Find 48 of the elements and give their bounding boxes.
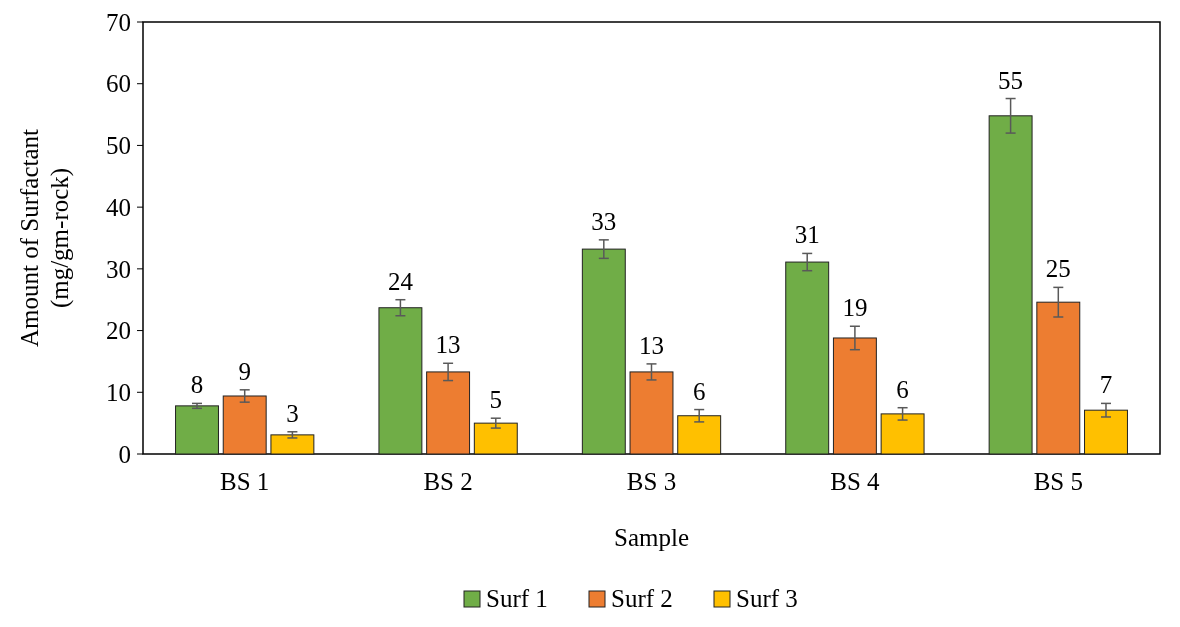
x-tick-label: BS 5	[1033, 468, 1083, 495]
bar	[175, 405, 219, 455]
bar	[629, 371, 674, 455]
data-label: 6	[896, 375, 909, 403]
x-tick-label: BS 4	[830, 468, 881, 495]
y-tick-label: 10	[106, 379, 131, 407]
data-label: 19	[842, 294, 868, 322]
data-label: 33	[591, 207, 617, 235]
bar	[677, 415, 722, 455]
data-label: 9	[238, 357, 251, 385]
bar	[832, 337, 877, 455]
legend-label: Surf 1	[486, 585, 548, 612]
bar	[581, 248, 626, 455]
data-label: 5	[489, 386, 503, 414]
data-label: 6	[692, 377, 706, 405]
bar	[270, 434, 315, 455]
bar	[785, 261, 830, 455]
legend-label: Surf 3	[736, 585, 798, 612]
y-tick-label: 30	[106, 255, 131, 283]
y-axis-title: Amount of Surfactant (mg/gm-rock)	[16, 128, 74, 348]
y-tick-label: 70	[106, 8, 131, 36]
bar	[473, 422, 518, 455]
y-tick-label: 40	[106, 193, 131, 221]
x-tick-label: BS 3	[626, 468, 677, 495]
legend-label: Surf 2	[611, 585, 673, 612]
data-label: 55	[998, 66, 1024, 94]
data-label: 24	[387, 267, 414, 295]
y-tick-label: 20	[106, 317, 131, 345]
bar	[426, 371, 471, 455]
bar	[1036, 301, 1081, 455]
x-tick-label: BS 1	[220, 468, 270, 495]
data-label: 31	[794, 221, 820, 249]
data-label: 7	[1099, 371, 1113, 399]
bar	[1084, 409, 1128, 455]
data-label: 25	[1045, 255, 1071, 283]
y-tick-label: 0	[118, 440, 131, 468]
data-label: 8	[190, 371, 204, 399]
bar	[988, 115, 1033, 455]
data-label: 13	[435, 331, 461, 359]
y-tick-label: 60	[106, 70, 131, 98]
x-tick-label: BS 2	[423, 468, 473, 495]
bar	[880, 413, 925, 455]
data-label: 3	[286, 399, 299, 427]
y-tick-label: 50	[106, 132, 131, 160]
x-axis-title: Sample	[614, 524, 689, 551]
data-label: 13	[639, 331, 664, 359]
bar	[222, 395, 267, 455]
bar	[378, 307, 423, 455]
